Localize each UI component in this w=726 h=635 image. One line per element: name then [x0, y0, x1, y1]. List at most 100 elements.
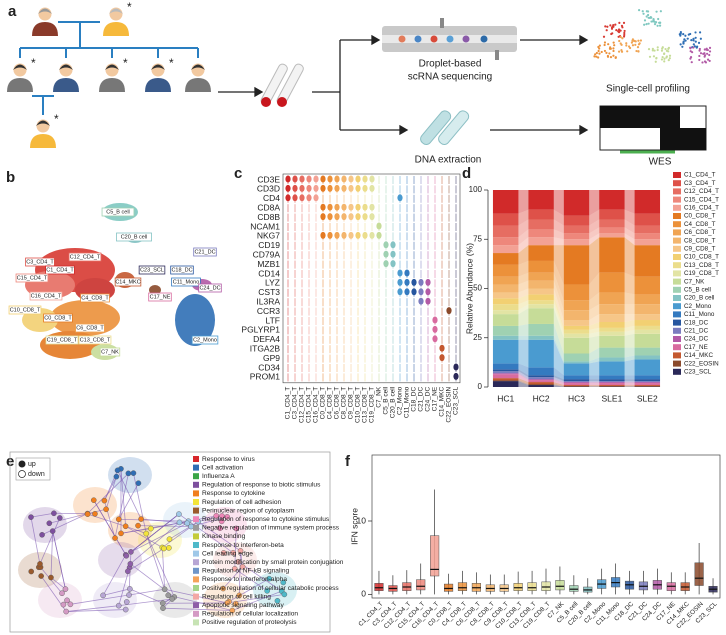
umap-dot: [610, 27, 614, 30]
flow-band: [589, 347, 600, 362]
node: [115, 516, 122, 523]
legend-swatch: [673, 237, 681, 244]
cluster-tag: [45, 265, 75, 275]
cluster-tag: [25, 257, 55, 267]
flow-band: [624, 381, 635, 383]
bar-segment: [599, 292, 625, 305]
flow-band: [518, 229, 529, 246]
flow-band: [589, 327, 600, 334]
bar-segment: [563, 284, 590, 301]
edge: [39, 517, 61, 565]
violin: [320, 213, 326, 221]
violin: [306, 184, 312, 192]
node: [125, 568, 131, 575]
legend-swatch: [673, 245, 681, 252]
node: [59, 590, 65, 597]
umap-dot: [605, 51, 608, 54]
bar-segment: [528, 190, 554, 210]
bar-segment: [563, 333, 590, 338]
bar-segment: [563, 300, 590, 311]
box: [527, 582, 537, 591]
node: [126, 592, 132, 598]
droplet-chip: [382, 18, 517, 60]
cluster-label: C10_CD8_T: [355, 387, 362, 423]
term-swatch: [193, 516, 199, 523]
cluster-label: C13_CD8_T: [362, 387, 369, 423]
bar-segment: [528, 304, 554, 309]
umap-dot: [655, 10, 658, 13]
flow-band: [624, 383, 635, 386]
node: [112, 535, 118, 541]
edge: [105, 476, 117, 510]
violin: [411, 278, 417, 286]
violin: [348, 203, 354, 211]
flow-band: [518, 237, 529, 254]
flow-band: [518, 369, 529, 378]
cluster-label: C1_CD4_T: [285, 387, 292, 420]
panel-c: CD3ECD3DCD4CD8ACD8BNCAM1NKG7CD19CD79AMZB…: [241, 173, 461, 423]
node: [62, 586, 69, 592]
legend-label: C1_CD4_T: [684, 172, 716, 179]
cluster-halo: [38, 582, 82, 618]
node: [166, 545, 172, 551]
violin: [334, 184, 340, 192]
flow-band: [589, 314, 600, 326]
legend-label: up: [28, 461, 36, 468]
legend-label: C13_CD8_T: [684, 262, 719, 269]
bar-segment: [599, 327, 625, 332]
bar-segment: [599, 383, 625, 386]
umap-dot: [692, 43, 695, 46]
person-hair: [109, 8, 123, 14]
blood-tubes: [260, 63, 304, 107]
bar-segment: [563, 320, 590, 326]
panel-label: f: [345, 453, 351, 470]
edge: [87, 508, 107, 514]
cluster-label: C9_CD8_T: [348, 387, 355, 420]
cluster-tag: [45, 335, 79, 345]
flow-band: [589, 379, 600, 382]
umap-dot: [668, 54, 672, 57]
bar-segment: [492, 325, 519, 336]
umap-dot: [612, 54, 615, 57]
flow-band: [624, 233, 635, 246]
cluster-tag: [191, 335, 219, 345]
bar-segment: [634, 385, 661, 387]
violin: [383, 260, 389, 268]
edge: [114, 473, 129, 539]
bar-segment: [599, 209, 625, 220]
umap-dot: [600, 50, 603, 54]
bar-segment: [634, 386, 661, 387]
node: [127, 561, 134, 567]
flow-band: [553, 335, 564, 364]
person-body: [99, 78, 125, 92]
violin: [383, 241, 389, 249]
node: [127, 586, 133, 592]
node: [229, 607, 236, 614]
umap-dot: [645, 10, 648, 13]
legend-label: C0_CD8_T: [684, 213, 716, 220]
flow-band: [518, 374, 529, 383]
umap-dot: [695, 46, 698, 49]
bar-segment: [528, 237, 554, 246]
bar-segment: [563, 353, 590, 362]
umap-dot: [682, 33, 685, 36]
bar-segment: [599, 335, 625, 348]
node: [115, 602, 122, 609]
umap-dot: [641, 10, 644, 13]
umap-dot: [683, 38, 686, 41]
cluster-label: C3_CD4_T: [26, 259, 54, 265]
cluster-label: C10_CD8_T: [10, 307, 41, 313]
cluster-label: C15_CD4_T: [17, 275, 48, 281]
node: [46, 520, 53, 527]
flow-band: [589, 237, 600, 285]
violin: [404, 269, 410, 277]
flow-band: [553, 379, 564, 384]
term-swatch: [193, 533, 199, 540]
flow-band: [624, 320, 635, 328]
violin: [376, 222, 382, 230]
violin: [334, 203, 340, 211]
legend-swatch: [673, 352, 681, 359]
bar-segment: [599, 331, 625, 336]
gene-label: CD3D: [257, 184, 280, 194]
flow-band: [553, 294, 564, 330]
